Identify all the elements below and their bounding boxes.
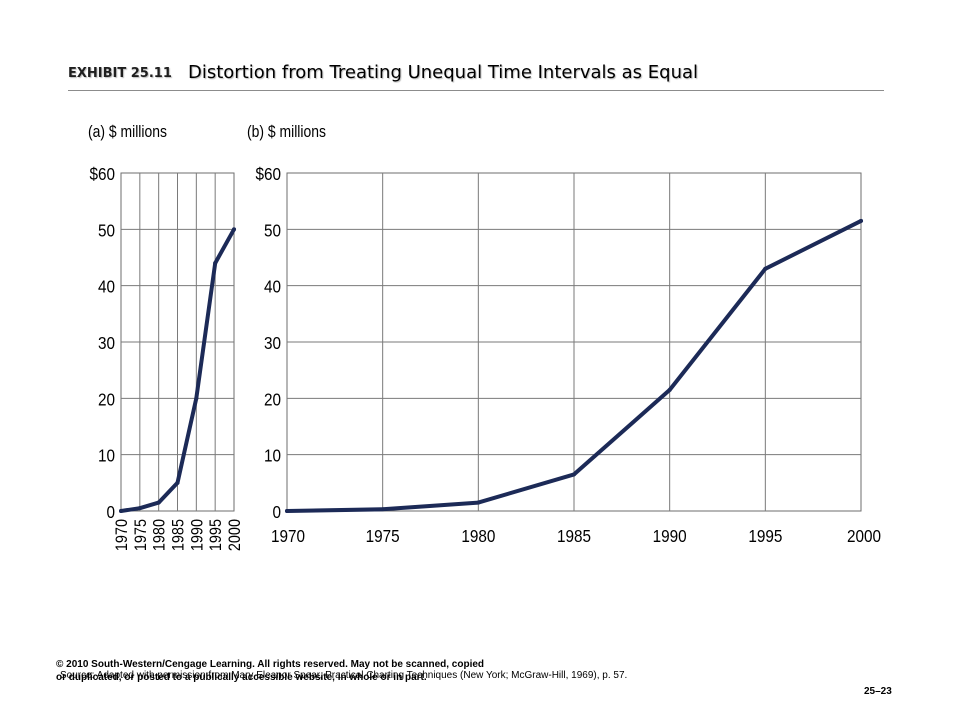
data-point-a [232, 227, 236, 232]
page-number: 25–23 [864, 686, 892, 697]
data-point-a [213, 261, 218, 266]
data-point-a [194, 396, 199, 401]
x-tick-label-a: 1990 [188, 519, 206, 551]
y-tick-label-b: 30 [264, 333, 281, 353]
data-point-b [476, 500, 481, 505]
data-point-b [572, 472, 576, 477]
data-point-b [859, 218, 863, 223]
x-tick-label-b: 2000 [847, 526, 881, 546]
x-tick-label-b: 1975 [366, 526, 400, 546]
y-tick-label-b: 10 [264, 446, 281, 466]
y-tick-label-b: 40 [264, 277, 281, 297]
x-tick-label-a: 1975 [132, 519, 150, 551]
data-point-a [175, 480, 180, 485]
x-tick-label-a: 1985 [169, 519, 187, 551]
copyright-notice: © 2010 South-Western/Cengage Learning. A… [56, 659, 485, 683]
y-tick-label-a: 40 [98, 277, 115, 297]
data-point-a [137, 506, 142, 511]
data-point-b [285, 509, 289, 513]
y-tick-label-b: $60 [255, 164, 281, 184]
source-note: Source: Adapted with permission from Mar… [60, 670, 628, 681]
data-point-a [119, 509, 123, 513]
x-tick-label-b: 1970 [271, 526, 305, 546]
panel-title-a: (a) $ millions [88, 123, 167, 142]
data-point-b [667, 387, 672, 392]
panel-title-b: (b) $ millions [247, 123, 326, 142]
exhibit-title: Distortion from Treating Unequal Time In… [188, 62, 699, 83]
data-point-a [156, 500, 161, 505]
y-tick-label-a: 10 [98, 446, 115, 466]
y-tick-label-a: 20 [98, 389, 115, 409]
y-tick-label-a: 50 [98, 220, 115, 240]
exhibit-number: EXHIBIT 25.11 [68, 66, 172, 81]
x-tick-label-a: 1980 [151, 519, 169, 551]
y-tick-label-b: 0 [272, 502, 281, 522]
data-point-b [763, 266, 768, 271]
y-tick-label-a: 0 [106, 502, 115, 522]
y-tick-label-a: 30 [98, 333, 115, 353]
exhibit-header: EXHIBIT 25.11 Distortion from Treating U… [68, 62, 884, 91]
y-tick-label-b: 50 [264, 220, 281, 240]
x-tick-label-b: 1995 [748, 526, 782, 546]
y-tick-label-a: $60 [89, 164, 115, 184]
x-tick-label-a: 1970 [113, 519, 131, 551]
x-tick-label-b: 1990 [653, 526, 687, 546]
x-tick-label-a: 1995 [207, 519, 225, 551]
x-tick-label-a: 2000 [226, 519, 244, 551]
x-tick-label-b: 1985 [557, 526, 591, 546]
data-point-b [380, 507, 385, 512]
y-tick-label-b: 20 [264, 389, 281, 409]
x-tick-label-b: 1980 [461, 526, 495, 546]
